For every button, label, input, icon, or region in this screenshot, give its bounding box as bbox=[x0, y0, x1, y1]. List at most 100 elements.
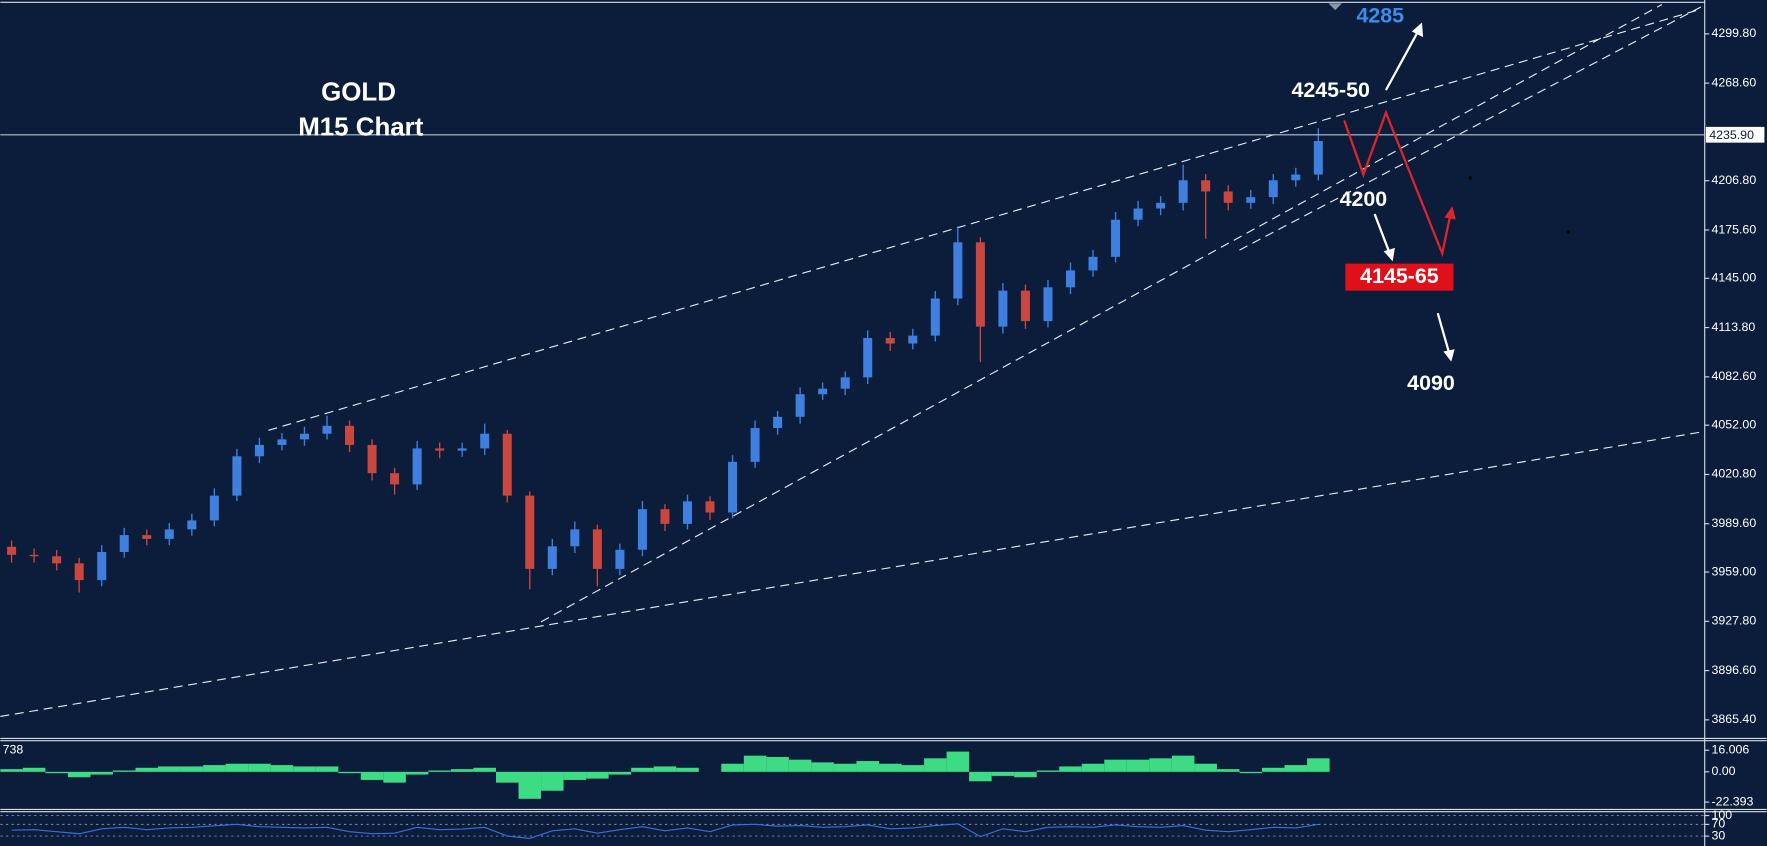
candle-body bbox=[254, 444, 264, 457]
arrow-head bbox=[1411, 22, 1424, 38]
y-tick-label: 4020.80 bbox=[1711, 467, 1756, 481]
histogram-bar bbox=[315, 766, 339, 772]
annotation: 4245-50 bbox=[1291, 78, 1370, 102]
histogram-bar bbox=[878, 763, 902, 772]
candle-body bbox=[119, 535, 129, 552]
chart-subtitle: M15 Chart bbox=[298, 113, 424, 141]
candle-body bbox=[1313, 141, 1323, 175]
annotation: 4090 bbox=[1407, 371, 1455, 395]
candle-body bbox=[1088, 256, 1098, 271]
candle-body bbox=[345, 425, 355, 445]
candle-body bbox=[637, 509, 647, 550]
target-box bbox=[1345, 263, 1454, 291]
y-tick-label: 70 bbox=[1711, 817, 1725, 831]
histogram-bar bbox=[270, 765, 294, 772]
candle-body bbox=[525, 495, 535, 569]
last-price-label: 4235.90 bbox=[1709, 128, 1754, 142]
candle-body bbox=[480, 433, 490, 449]
candle-body bbox=[52, 556, 62, 564]
candle-body bbox=[1178, 180, 1188, 203]
histogram-bar bbox=[225, 763, 249, 772]
candle-body bbox=[367, 444, 377, 474]
histogram-bar bbox=[0, 769, 23, 772]
candle-body bbox=[29, 554, 39, 557]
candle-body bbox=[953, 242, 963, 299]
dot bbox=[1468, 176, 1473, 180]
histogram-bar bbox=[946, 751, 970, 772]
candle-body bbox=[164, 529, 174, 539]
trendline bbox=[0, 430, 1705, 718]
histogram-bar bbox=[360, 771, 384, 780]
candle-body bbox=[1246, 197, 1256, 203]
histogram-bar bbox=[518, 771, 542, 799]
histogram-bar bbox=[901, 765, 925, 772]
histogram-bar bbox=[338, 771, 361, 774]
histogram-bar bbox=[721, 763, 744, 772]
candle-body bbox=[1223, 191, 1233, 203]
candle-body bbox=[660, 509, 670, 524]
annotation: 4285 bbox=[1356, 4, 1404, 28]
histogram-bar bbox=[766, 756, 789, 772]
histogram-bar bbox=[991, 771, 1015, 776]
histogram-bar bbox=[541, 771, 564, 791]
histogram-bar bbox=[631, 767, 654, 772]
candle-body bbox=[97, 551, 107, 581]
candle-body bbox=[818, 388, 828, 395]
histogram-bar bbox=[1307, 758, 1330, 772]
histogram-bar bbox=[833, 763, 857, 772]
projection bbox=[1343, 22, 1571, 362]
annotation: 4145-65 bbox=[1360, 264, 1439, 288]
candle-body bbox=[795, 394, 805, 417]
histogram-bar bbox=[608, 771, 632, 775]
histogram-bar bbox=[1149, 758, 1172, 772]
shift-marker bbox=[1328, 3, 1342, 11]
histogram-bar bbox=[1262, 767, 1285, 772]
plot: 4299.80 4268.60 4206.80 4175.60 4145.00 4113.… bbox=[0, 26, 1765, 842]
candle-body bbox=[863, 338, 873, 378]
y-tick-label: 4299.80 bbox=[1711, 26, 1756, 40]
arrow bbox=[1384, 29, 1420, 91]
candle-body bbox=[1111, 219, 1121, 257]
histogram-bar bbox=[653, 766, 677, 772]
candle-body bbox=[277, 439, 287, 445]
y-tick-label: 4175.60 bbox=[1711, 222, 1756, 236]
y-tick-label: 100 bbox=[1711, 808, 1732, 822]
candle-body bbox=[74, 563, 84, 581]
candle-body bbox=[209, 495, 219, 521]
histogram-bar bbox=[563, 771, 587, 780]
histogram-bar bbox=[1059, 766, 1082, 772]
histogram-bar bbox=[450, 769, 474, 772]
candle-body bbox=[1201, 180, 1211, 192]
candle-body bbox=[1043, 287, 1053, 322]
histogram-bar bbox=[676, 767, 699, 772]
candle-body bbox=[705, 501, 715, 513]
candle-body bbox=[682, 501, 692, 524]
y-tick-label: 4082.60 bbox=[1711, 369, 1756, 383]
y-tick-label: 30 bbox=[1711, 828, 1725, 842]
histogram-bar bbox=[788, 759, 812, 772]
candle-body bbox=[773, 416, 783, 429]
histogram-bar bbox=[405, 771, 429, 775]
candle-body bbox=[592, 529, 602, 569]
y-tick-label: 4206.80 bbox=[1711, 173, 1756, 187]
candle-body bbox=[885, 338, 895, 344]
chart-title: GOLD bbox=[321, 78, 396, 106]
candle-body bbox=[232, 456, 242, 496]
candle-body bbox=[1268, 180, 1278, 198]
candle-body bbox=[322, 425, 332, 434]
y-tick-label: 4052.00 bbox=[1711, 417, 1756, 431]
histogram-bar bbox=[1014, 771, 1037, 778]
candle-body bbox=[502, 433, 512, 496]
candle-body bbox=[390, 473, 400, 485]
histogram-bar bbox=[22, 767, 46, 772]
y-tick-label: 16.006 bbox=[1711, 742, 1749, 756]
histogram-bar bbox=[1216, 769, 1240, 772]
candle-body bbox=[930, 298, 940, 336]
candle-body bbox=[7, 546, 17, 555]
y-tick-label: 3865.40 bbox=[1711, 712, 1756, 726]
histogram-bar bbox=[811, 762, 834, 772]
histogram-bar bbox=[1239, 771, 1263, 774]
